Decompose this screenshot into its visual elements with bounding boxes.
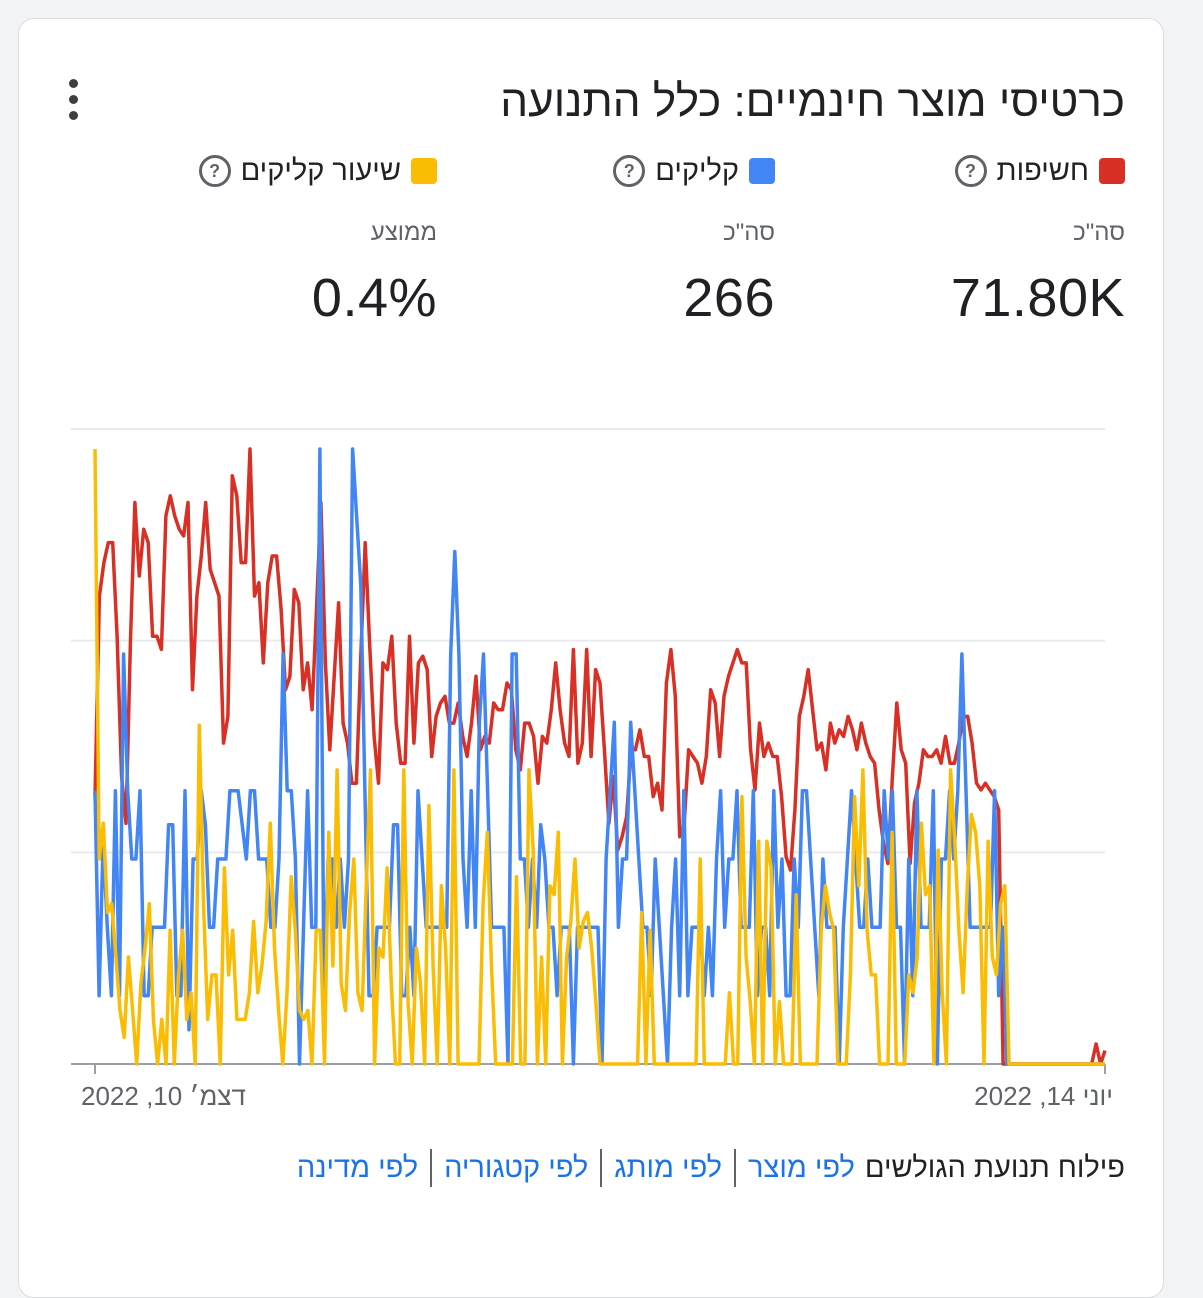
traffic-line-chart[interactable] [19, 409, 1164, 1089]
clicks-legend-swatch [749, 158, 775, 184]
breakdown-link-country[interactable]: לפי מדינה [296, 1151, 419, 1184]
x-axis-start-label: דצמ׳ 10, 2022 [81, 1081, 246, 1111]
metric-clicks-head[interactable]: קליקים ? [435, 153, 775, 189]
impressions-sub-label: סה"כ [1073, 219, 1125, 246]
help-icon[interactable]: ? [954, 155, 987, 187]
metric-impressions-head[interactable]: חשיפות ? [785, 153, 1125, 189]
breakdown-separator [734, 1149, 737, 1187]
impressions-legend-swatch [1099, 158, 1125, 184]
metric-ctr: שיעור קליקים ? ממוצע 0.4% [97, 153, 437, 329]
breakdown-separator [430, 1149, 433, 1187]
ctr-value: 0.4% [311, 268, 437, 328]
card-title: כרטיסי מוצר חינמיים: כלל התנועה [500, 77, 1125, 126]
breakdown-link-brand[interactable]: לפי מותג [614, 1151, 723, 1184]
impressions-label: חשיפות [996, 154, 1089, 187]
breakdown-separator [600, 1149, 603, 1187]
clicks-sub-label: סה"כ [723, 219, 775, 246]
impressions-series-line [93, 447, 1107, 1066]
metric-ctr-head[interactable]: שיעור קליקים ? [97, 153, 437, 189]
breakdown-label: פילוח תנועת הגולשים [864, 1151, 1125, 1184]
help-icon[interactable]: ? [613, 155, 646, 187]
breakdown-link-product[interactable]: לפי מוצר [748, 1151, 855, 1184]
metric-impressions: חשיפות ? סה"כ 71.80K [785, 153, 1125, 329]
clicks-value: 266 [683, 268, 775, 328]
ctr-legend-swatch [411, 158, 437, 184]
x-axis-end-label: יוני 14, 2022 [974, 1081, 1113, 1111]
clicks-series-line [93, 447, 1105, 1066]
ctr-sub-label: ממוצע [370, 219, 437, 246]
traffic-card: כרטיסי מוצר חינמיים: כלל התנועה חשיפות ?… [18, 18, 1164, 1298]
metric-clicks: קליקים ? סה"כ 266 [435, 153, 775, 329]
traffic-breakdown: פילוח תנועת הגולשים לפי מוצר לפי מותג לפ… [297, 1149, 1125, 1187]
ctr-series-line [93, 448, 1105, 1066]
impressions-value: 71.80K [950, 268, 1125, 328]
ctr-label: שיעור קליקים [240, 154, 401, 187]
help-icon[interactable]: ? [198, 155, 231, 187]
clicks-label: קליקים [655, 154, 739, 187]
more-vert-icon[interactable] [55, 69, 91, 129]
breakdown-link-category[interactable]: לפי קטגוריה [444, 1151, 589, 1184]
